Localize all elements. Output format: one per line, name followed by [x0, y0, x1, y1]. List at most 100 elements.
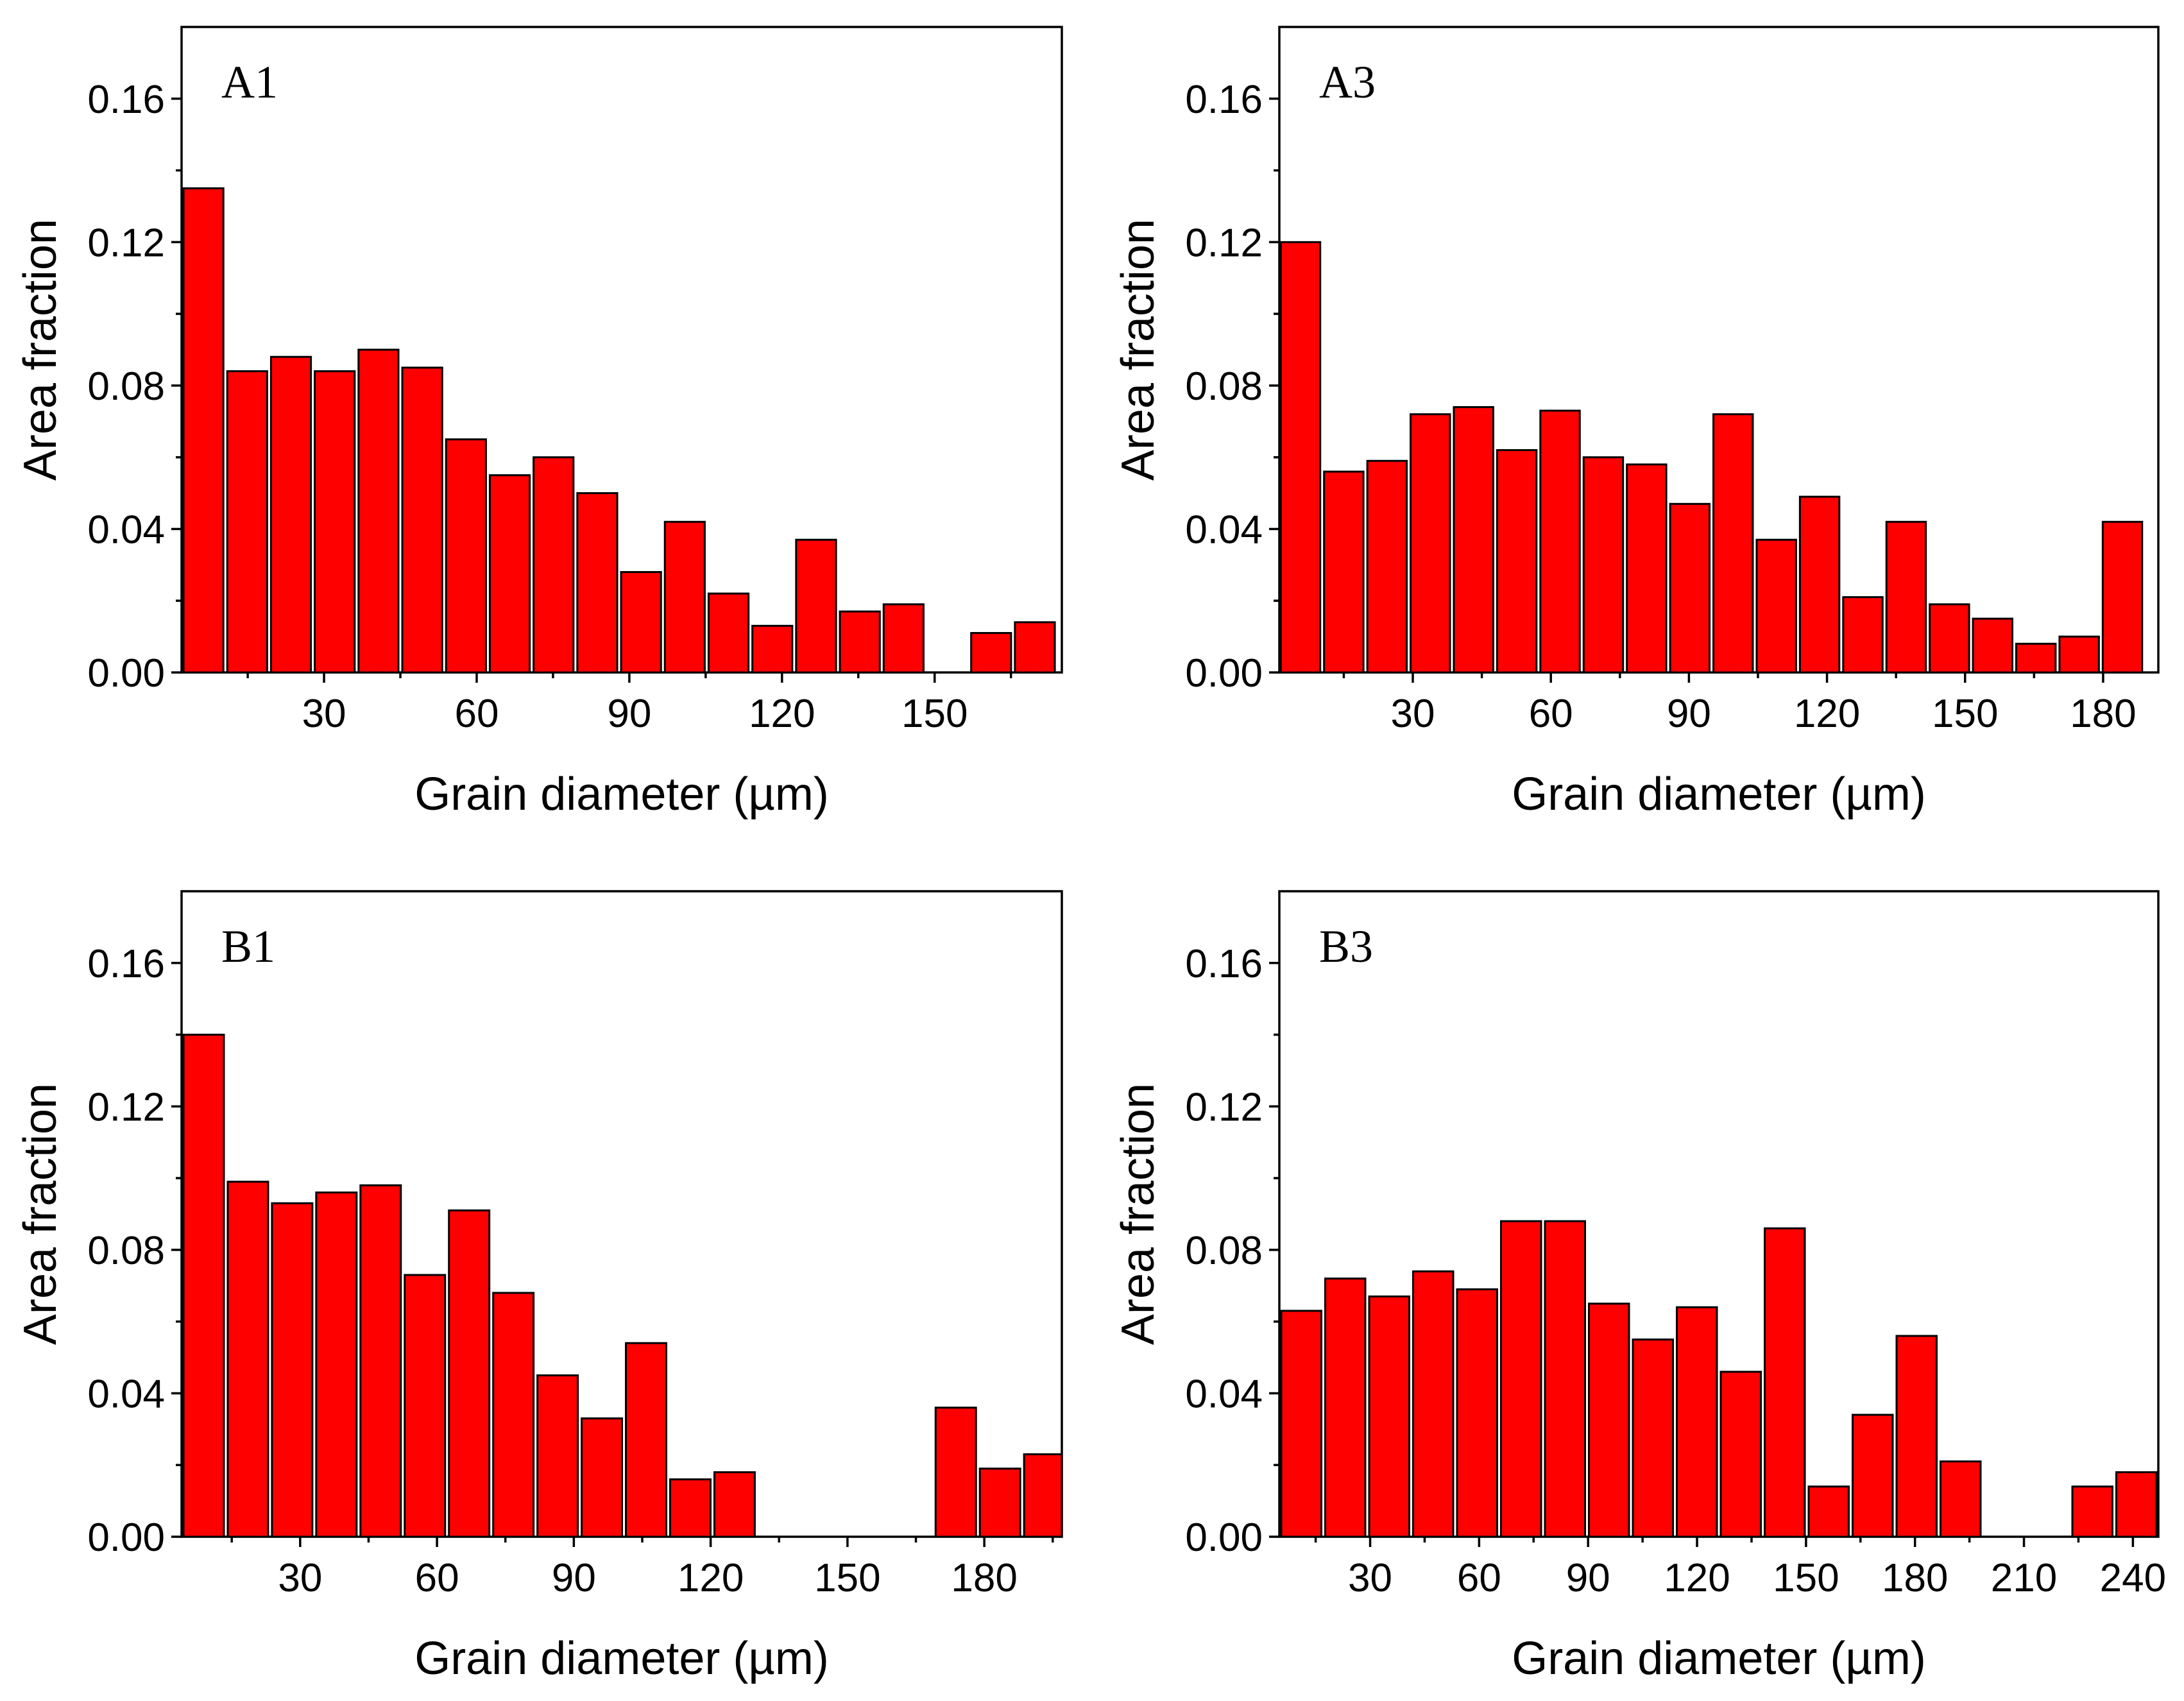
- bar: [1807, 1485, 1850, 1538]
- bar: [1453, 406, 1494, 674]
- bar: [1719, 1371, 1762, 1538]
- x-axis-label: Grain diameter (µm): [414, 1633, 829, 1684]
- x-tick-label: 210: [1991, 1556, 2057, 1600]
- y-tick-label: 0.12: [87, 221, 165, 265]
- bar: [882, 603, 925, 674]
- bar: [1940, 1460, 1982, 1538]
- chart-panel-a1: 0.00 0.04 0.08 0.12 0.16 30 60 90 120 150 Grain di…: [15, 26, 1063, 820]
- chart-panel-a3: 0.00 0.04 0.08 0.12 0.16 30 60 90 120 150 180 Grain…: [1113, 26, 2160, 820]
- bar: [226, 370, 268, 674]
- bar: [669, 1478, 712, 1538]
- bar: [1852, 1414, 1894, 1538]
- bar: [1582, 456, 1625, 674]
- bar: [401, 366, 443, 674]
- bar: [1588, 1303, 1630, 1538]
- bar: [1539, 409, 1581, 674]
- chart-panel-b3: 0.00 0.04 0.08 0.12 0.16 30 60 90 120 150 180 210 24…: [1113, 890, 2166, 1684]
- bar: [1929, 603, 1970, 674]
- y-tick-label: 0.00: [87, 1516, 165, 1560]
- bar: [1014, 621, 1056, 674]
- panel-label: B3: [1319, 921, 1373, 972]
- y-tick-label: 0.08: [1185, 1229, 1263, 1273]
- y-tick-label: 0.00: [87, 651, 165, 696]
- y-tick-label: 0.04: [87, 508, 165, 552]
- bar: [2115, 1471, 2158, 1538]
- bar: [533, 456, 575, 674]
- x-axis-label: Grain diameter (µm): [414, 769, 829, 820]
- y-tick-label: 0.08: [1185, 364, 1263, 409]
- y-tick-label: 0.08: [87, 364, 165, 409]
- y-tick-label: 0.08: [87, 1229, 165, 1273]
- bar: [1279, 241, 1322, 674]
- bar: [1412, 1270, 1455, 1538]
- bar: [269, 355, 312, 674]
- bar: [1755, 538, 1797, 674]
- x-tick-label: 90: [552, 1556, 596, 1600]
- x-tick-label: 150: [901, 692, 968, 736]
- bar: [576, 492, 619, 674]
- x-tick-label: 150: [814, 1556, 880, 1600]
- bar: [359, 1184, 402, 1538]
- bar: [1023, 1453, 1063, 1538]
- bar: [1324, 1278, 1367, 1538]
- x-tick-label: 60: [1457, 1556, 1501, 1600]
- x-tick-label: 60: [1529, 692, 1573, 736]
- bar: [1368, 1295, 1410, 1538]
- x-axis-label: Grain diameter (µm): [1512, 1633, 1926, 1684]
- y-axis-label: Area fraction: [1113, 1083, 1164, 1345]
- bar: [1632, 1338, 1674, 1538]
- bar: [1323, 470, 1365, 674]
- bar: [492, 1292, 535, 1538]
- bar: [1500, 1220, 1542, 1538]
- bar: [1544, 1220, 1586, 1538]
- y-tick-label: 0.04: [1185, 508, 1263, 552]
- y-axis-label: Area fraction: [1113, 219, 1164, 481]
- x-tick-label: 30: [1391, 692, 1435, 736]
- y-tick-label: 0.16: [1185, 942, 1263, 986]
- bar: [1456, 1288, 1498, 1538]
- panel-label: B1: [221, 921, 275, 972]
- bar: [934, 1406, 977, 1538]
- bar: [707, 592, 750, 674]
- y-tick-label: 0.16: [87, 942, 165, 986]
- x-tick-label: 120: [678, 1556, 744, 1600]
- bar: [620, 571, 662, 674]
- x-tick-label: 240: [2100, 1556, 2166, 1600]
- bar: [1366, 459, 1408, 674]
- bar: [536, 1374, 579, 1538]
- bar: [1669, 502, 1711, 674]
- y-tick-label: 0.16: [87, 78, 165, 122]
- bar: [1626, 463, 1668, 674]
- bar: [1764, 1227, 1806, 1538]
- bar: [663, 520, 706, 674]
- y-tick-label: 0.12: [1185, 1085, 1263, 1129]
- x-tick-label: 150: [1773, 1556, 1839, 1600]
- bar: [2101, 520, 2144, 674]
- y-tick-label: 0.04: [1185, 1372, 1263, 1416]
- bar: [839, 610, 881, 674]
- x-tick-label: 90: [1566, 1556, 1610, 1600]
- y-tick-label: 0.04: [87, 1372, 165, 1416]
- bar: [1895, 1335, 1938, 1538]
- y-tick-label: 0.16: [1185, 78, 1263, 122]
- x-tick-label: 30: [1348, 1556, 1392, 1600]
- bar: [1972, 617, 2013, 674]
- y-tick-label: 0.12: [1185, 221, 1263, 265]
- bar: [1410, 413, 1451, 674]
- bar: [2058, 635, 2100, 674]
- plot-frame: [1278, 890, 2160, 1538]
- bar: [1496, 449, 1538, 674]
- x-tick-label: 150: [1932, 692, 1998, 736]
- x-tick-label: 60: [454, 692, 499, 736]
- bar: [182, 187, 225, 674]
- x-tick-label: 30: [302, 692, 346, 736]
- y-tick-label: 0.12: [87, 1085, 165, 1129]
- panel-label: A1: [221, 56, 278, 108]
- bar: [625, 1342, 668, 1538]
- bar: [795, 538, 837, 674]
- bar: [1712, 413, 1754, 674]
- bar: [581, 1417, 624, 1538]
- bar: [1885, 520, 1927, 674]
- bar: [182, 1034, 225, 1538]
